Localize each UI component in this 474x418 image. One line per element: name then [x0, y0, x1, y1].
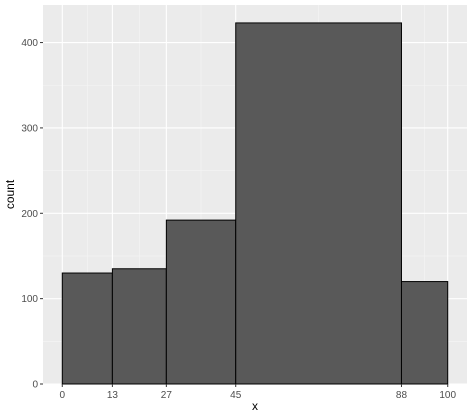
- y-tick-label: 0: [32, 380, 38, 391]
- y-axis: 0 100 200 300 400: [21, 38, 43, 391]
- x-tick-label: 13: [107, 390, 119, 401]
- histogram-bar: [165, 219, 237, 385]
- x-axis: 0 13 27 45 88 100: [59, 384, 457, 401]
- y-tick-label: 200: [21, 209, 38, 220]
- histogram-bar: [235, 22, 402, 385]
- y-tick-label: 400: [21, 38, 38, 49]
- x-tick-label: 27: [161, 390, 173, 401]
- x-tick-label: 88: [396, 390, 408, 401]
- x-tick-label: 45: [230, 390, 242, 401]
- histogram-bars: [61, 22, 449, 385]
- y-tick-label: 100: [21, 294, 38, 305]
- histogram-bar: [61, 272, 113, 385]
- x-tick-label: 100: [439, 390, 456, 401]
- histogram-bar: [111, 268, 167, 385]
- x-tick-label: 0: [59, 390, 65, 401]
- x-axis-title: x: [252, 399, 258, 413]
- y-tick-label: 300: [21, 123, 38, 134]
- histogram-bar: [400, 281, 449, 385]
- y-axis-title: count: [3, 179, 17, 209]
